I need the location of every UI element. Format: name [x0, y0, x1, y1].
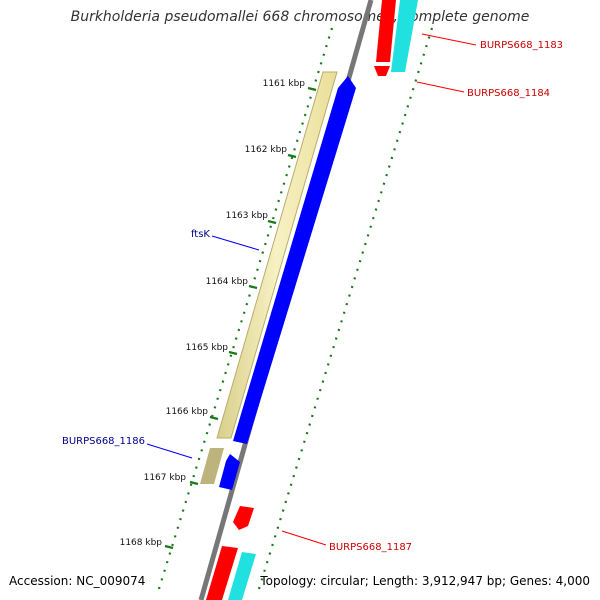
scale-tick: [164, 544, 174, 550]
feature-label-burps668-1184[interactable]: BURPS668_1184: [467, 88, 550, 99]
scale-label: 1168 kbp: [120, 538, 163, 548]
burps668-1187-leader-line: [281, 530, 327, 546]
scale-tick: [209, 415, 219, 421]
scale-tick: [228, 350, 238, 356]
ftsk-leader-line: [211, 235, 260, 251]
burps668-1183-leader-line: [421, 33, 477, 46]
scale-label: 1161 kbp: [263, 79, 306, 89]
burps668-1187-cds-arrow: [233, 506, 254, 530]
burps668-1184-leader-line: [416, 81, 465, 93]
scale-label: 1166 kbp: [166, 407, 209, 417]
feature-label-burps668-1187[interactable]: BURPS668_1187: [329, 542, 412, 553]
scale-label: 1165 kbp: [186, 343, 229, 353]
burps668-1188-block: [228, 552, 256, 600]
genome-summary-text: Topology: circular; Length: 3,912,947 bp…: [260, 574, 590, 588]
burps668-1183-cds: [376, 0, 396, 62]
feature-label-burps668-1183[interactable]: BURPS668_1183: [480, 40, 563, 51]
scale-tick: [287, 153, 297, 159]
scale-tick: [267, 219, 277, 225]
scale-ticks: [164, 86, 317, 550]
scale-tick: [189, 480, 199, 486]
feature-label-ftsk[interactable]: ftsK: [191, 229, 210, 240]
burps668-1188-cds: [206, 546, 238, 600]
scale-label: 1163 kbp: [226, 211, 269, 221]
scale-tick: [307, 86, 317, 92]
scale-label: 1162 kbp: [245, 145, 288, 155]
burps668-1186-cds-arrow: [219, 454, 240, 490]
scale-label: 1164 kbp: [206, 277, 249, 287]
burps668-1186-gene-block: [200, 448, 224, 484]
burps668-1186-leader-line: [146, 443, 193, 459]
scale-tick: [248, 284, 258, 290]
feature-label-burps668-1186[interactable]: BURPS668_1186: [62, 436, 145, 447]
scale-label: 1167 kbp: [144, 473, 187, 483]
ftsk-gene-block: [216, 71, 338, 439]
burps668-1183-block: [391, 0, 418, 72]
burps668-1184-cds-arrow: [374, 66, 390, 76]
accession-text: Accession: NC_009074: [9, 574, 146, 588]
ftsk-cds-arrow: [233, 76, 356, 444]
